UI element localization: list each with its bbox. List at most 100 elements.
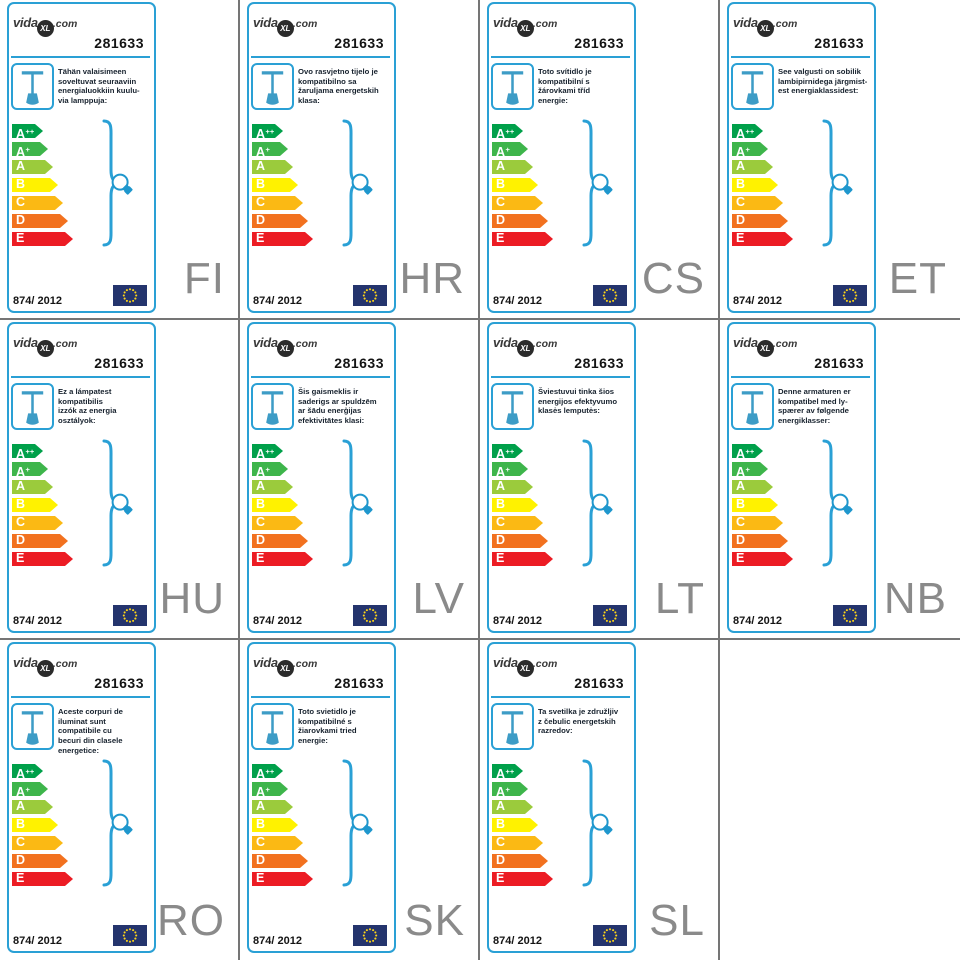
pendant-lamp-icon: [261, 391, 284, 425]
energy-arrow-E: E: [492, 552, 553, 566]
eu-flag-icon: [113, 925, 147, 946]
energy-arrow-A+: A+: [492, 462, 528, 476]
pendant-lamp-icon: [261, 711, 284, 745]
energy-label: vida XL .com 281633 Toto svítidlo je kompat…: [487, 2, 636, 313]
brand-suffix: .com: [52, 338, 78, 350]
energy-arrow-A+: A+: [492, 142, 528, 156]
eu-flag-icon: [353, 285, 387, 306]
eu-flag-stars: [602, 288, 618, 303]
brand-logo: vida XL .com: [493, 14, 557, 37]
brand-logo: vida XL .com: [253, 14, 317, 37]
energy-arrow-E: E: [252, 872, 313, 886]
regulation-number: 874/ 2012: [13, 295, 62, 307]
brand-prefix: vida: [493, 335, 518, 350]
brand-badge-icon: XL: [756, 340, 774, 357]
energy-arrow-B: B: [492, 178, 538, 192]
pendant-lamp-icon: [741, 391, 764, 425]
regulation-number: 874/ 2012: [493, 615, 542, 627]
divider-line: [11, 376, 150, 378]
energy-label: vida XL .com 281633 Ta svetilka je združlj…: [487, 642, 636, 953]
label-cell: vida XL .com 281633 See valgusti on sobili…: [720, 0, 960, 320]
energy-scale: A++ A+ A B C D E: [732, 444, 793, 570]
energy-scale: A++ A+ A B C D E: [732, 124, 793, 250]
lamp-icon-box: [251, 383, 294, 430]
brand-badge-icon: XL: [756, 20, 774, 37]
brand-logo: vida XL .com: [13, 654, 77, 677]
energy-arrow-A++: A++: [732, 444, 763, 458]
lamp-icon-box: [491, 63, 534, 110]
product-code: 281633: [574, 35, 624, 51]
brand-suffix: .com: [292, 338, 318, 350]
eu-flag-stars: [362, 608, 378, 623]
brand-badge-icon: XL: [36, 660, 54, 677]
energy-arrow-D: D: [252, 854, 308, 868]
energy-arrow-A+: A+: [492, 782, 528, 796]
brand-badge-icon: XL: [516, 660, 534, 677]
brand-logo: vida XL .com: [13, 14, 77, 37]
divider-line: [731, 56, 870, 58]
language-code: ET: [888, 254, 947, 303]
energy-arrow-B: B: [12, 498, 58, 512]
language-code: LT: [654, 574, 705, 623]
regulation-number: 874/ 2012: [733, 615, 782, 627]
eu-flag-stars: [602, 928, 618, 943]
eu-flag-stars: [602, 608, 618, 623]
energy-arrow-B: B: [252, 818, 298, 832]
brand-logo: vida XL .com: [253, 654, 317, 677]
energy-arrow-A+: A+: [732, 462, 768, 476]
energy-arrow-D: D: [12, 214, 68, 228]
energy-arrow-A++: A++: [12, 764, 43, 778]
light-bulb-icon: [831, 493, 853, 515]
divider-line: [251, 376, 390, 378]
language-code: LV: [412, 574, 465, 623]
brand-suffix: .com: [532, 338, 558, 350]
energy-arrow-A: A: [12, 160, 53, 174]
light-bulb-icon: [591, 173, 613, 195]
lamp-icon-box: [11, 703, 54, 750]
energy-arrow-C: C: [252, 516, 303, 530]
energy-arrow-A: A: [732, 480, 773, 494]
language-code: FI: [183, 254, 225, 303]
brand-logo: vida XL .com: [733, 14, 797, 37]
energy-arrow-A++: A++: [492, 764, 523, 778]
energy-arrow-E: E: [492, 872, 553, 886]
pendant-lamp-icon: [741, 71, 764, 105]
brand-suffix: .com: [52, 658, 78, 670]
energy-arrow-A: A: [492, 800, 533, 814]
energy-label: vida XL .com 281633 Ez a lámpatest kompatib…: [7, 322, 156, 633]
brand-logo: vida XL .com: [493, 654, 557, 677]
label-cell: vida XL .com 281633 Toto svietidlo je kompa…: [240, 640, 480, 960]
energy-arrow-B: B: [492, 818, 538, 832]
energy-scale: A++ A+ A B C D E: [12, 764, 73, 890]
language-code: HR: [399, 254, 465, 303]
lamp-icon-box: [731, 63, 774, 110]
light-bulb-icon: [351, 493, 373, 515]
product-code: 281633: [814, 355, 864, 371]
energy-arrow-C: C: [492, 836, 543, 850]
brand-prefix: vida: [493, 655, 518, 670]
regulation-number: 874/ 2012: [733, 295, 782, 307]
eu-flag-icon: [593, 285, 627, 306]
energy-arrow-A: A: [252, 480, 293, 494]
eu-flag-icon: [113, 605, 147, 626]
energy-arrow-D: D: [252, 534, 308, 548]
product-code: 281633: [94, 35, 144, 51]
label-cell: vida XL .com 281633 Aceste corpuri de ilumi…: [0, 640, 240, 960]
energy-arrow-D: D: [12, 854, 68, 868]
energy-arrow-E: E: [252, 232, 313, 246]
empty-cell: [720, 640, 960, 960]
energy-label: vida XL .com 281633 Toto svietidlo je kompa…: [247, 642, 396, 953]
energy-label: vida XL .com 281633 Tähän valaisimeen sovel…: [7, 2, 156, 313]
energy-arrow-C: C: [252, 196, 303, 210]
brand-prefix: vida: [253, 655, 278, 670]
lamp-compatibility-text: Šviestuvui tinka šios energijos efektyvum…: [538, 387, 618, 416]
language-code: SL: [649, 896, 705, 945]
energy-arrow-B: B: [492, 498, 538, 512]
energy-arrow-B: B: [12, 818, 58, 832]
lamp-icon-box: [731, 383, 774, 430]
divider-line: [11, 696, 150, 698]
brand-prefix: vida: [13, 335, 38, 350]
product-code: 281633: [94, 675, 144, 691]
brand-logo: vida XL .com: [493, 334, 557, 357]
brand-badge-icon: XL: [36, 340, 54, 357]
